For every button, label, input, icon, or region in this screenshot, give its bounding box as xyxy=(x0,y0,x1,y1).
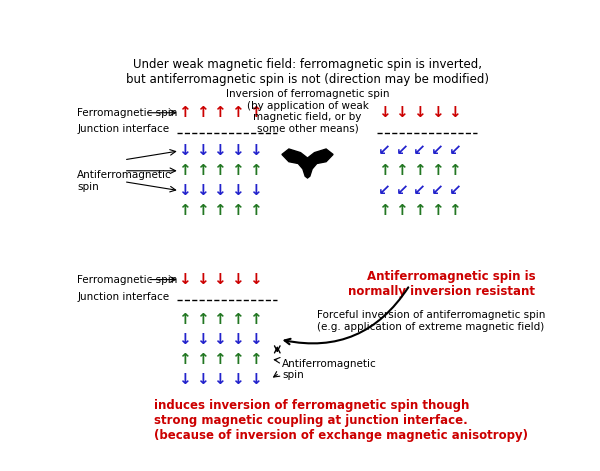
Text: ↙: ↙ xyxy=(413,143,426,158)
Text: ↓: ↓ xyxy=(178,183,191,198)
Text: Antiferromagnetic
spin: Antiferromagnetic spin xyxy=(282,358,377,380)
Text: ↑: ↑ xyxy=(431,203,443,218)
Text: ↓: ↓ xyxy=(196,332,208,347)
Text: ↙: ↙ xyxy=(378,183,391,198)
Text: ↑: ↑ xyxy=(231,203,244,218)
Text: ↓: ↓ xyxy=(178,372,191,387)
Text: ↓: ↓ xyxy=(378,105,391,120)
Text: ↑: ↑ xyxy=(248,203,262,218)
Text: ↑: ↑ xyxy=(213,352,226,367)
Text: ↑: ↑ xyxy=(213,203,226,218)
Text: ↓: ↓ xyxy=(231,332,244,347)
Text: ↑: ↑ xyxy=(196,203,208,218)
Text: ↓: ↓ xyxy=(178,272,191,287)
Text: ↑: ↑ xyxy=(178,105,191,120)
Text: ↓: ↓ xyxy=(196,183,208,198)
Text: ↑: ↑ xyxy=(248,163,262,178)
Text: ↑: ↑ xyxy=(178,203,191,218)
Text: ↑: ↑ xyxy=(248,312,262,327)
Text: ↑: ↑ xyxy=(231,163,244,178)
Text: ↑: ↑ xyxy=(213,163,226,178)
Text: ↑: ↑ xyxy=(196,163,208,178)
Text: ↓: ↓ xyxy=(248,143,262,158)
Text: ↑: ↑ xyxy=(449,163,461,178)
Text: ↑: ↑ xyxy=(378,203,391,218)
Text: ↓: ↓ xyxy=(248,272,262,287)
Text: Junction interface: Junction interface xyxy=(77,292,169,301)
Text: ↓: ↓ xyxy=(248,332,262,347)
Text: ↙: ↙ xyxy=(449,143,461,158)
Text: ↓: ↓ xyxy=(213,143,226,158)
Text: ↑: ↑ xyxy=(431,163,443,178)
Text: ↙: ↙ xyxy=(395,183,408,198)
Text: ↑: ↑ xyxy=(213,312,226,327)
Text: ↙: ↙ xyxy=(395,143,408,158)
Text: ↙: ↙ xyxy=(413,183,426,198)
Text: ↙: ↙ xyxy=(431,143,443,158)
Text: ↓: ↓ xyxy=(213,332,226,347)
Text: ↓: ↓ xyxy=(395,105,408,120)
Text: Junction interface: Junction interface xyxy=(77,124,169,134)
Text: Under weak magnetic field: ferromagnetic spin is inverted,
but antiferromagnetic: Under weak magnetic field: ferromagnetic… xyxy=(126,58,489,86)
Text: ↑: ↑ xyxy=(178,163,191,178)
Text: Ferromagnetic spin: Ferromagnetic spin xyxy=(77,275,178,284)
Text: ↑: ↑ xyxy=(395,203,408,218)
Text: ↑: ↑ xyxy=(413,163,426,178)
Text: ↑: ↑ xyxy=(196,312,208,327)
Text: ↑: ↑ xyxy=(231,105,244,120)
Text: ↓: ↓ xyxy=(449,105,461,120)
Text: ↓: ↓ xyxy=(196,372,208,387)
Text: ↑: ↑ xyxy=(413,203,426,218)
Text: ↑: ↑ xyxy=(213,105,226,120)
Text: ↓: ↓ xyxy=(178,332,191,347)
Text: ↓: ↓ xyxy=(231,272,244,287)
Text: Antiferromagnetic spin is
normally inversion resistant: Antiferromagnetic spin is normally inver… xyxy=(349,270,535,299)
Text: ↓: ↓ xyxy=(196,272,208,287)
Text: ↑: ↑ xyxy=(378,163,391,178)
Text: ↑: ↑ xyxy=(231,312,244,327)
Text: induces inversion of ferromagnetic spin though
strong magnetic coupling at junct: induces inversion of ferromagnetic spin … xyxy=(154,399,528,442)
Text: Antiferromagnetic
spin: Antiferromagnetic spin xyxy=(77,170,172,192)
Text: ↓: ↓ xyxy=(178,143,191,158)
Text: ↑: ↑ xyxy=(395,163,408,178)
Text: ↓: ↓ xyxy=(413,105,426,120)
Text: ↓: ↓ xyxy=(196,143,208,158)
Text: ↙: ↙ xyxy=(449,183,461,198)
Text: Inversion of ferromagnetic spin
(by application of weak
magnetic field, or by
so: Inversion of ferromagnetic spin (by appl… xyxy=(226,89,389,134)
Text: ↙: ↙ xyxy=(431,183,443,198)
Polygon shape xyxy=(282,149,333,178)
Text: ↓: ↓ xyxy=(231,372,244,387)
Text: Forceful inversion of antiferromagnetic spin
(e.g. application of extreme magnet: Forceful inversion of antiferromagnetic … xyxy=(317,310,545,332)
Text: ↓: ↓ xyxy=(213,272,226,287)
Text: ↓: ↓ xyxy=(248,183,262,198)
Text: ↑: ↑ xyxy=(196,105,208,120)
Text: ↑: ↑ xyxy=(231,352,244,367)
Text: ↓: ↓ xyxy=(213,372,226,387)
Text: ↓: ↓ xyxy=(231,183,244,198)
Text: ↑: ↑ xyxy=(178,352,191,367)
Text: ↙: ↙ xyxy=(378,143,391,158)
Text: ↑: ↑ xyxy=(196,352,208,367)
Text: ↓: ↓ xyxy=(231,143,244,158)
Text: Ferromagnetic spin: Ferromagnetic spin xyxy=(77,108,178,118)
Text: ↓: ↓ xyxy=(248,372,262,387)
Text: ↑: ↑ xyxy=(178,312,191,327)
Text: ↑: ↑ xyxy=(449,203,461,218)
Text: ↓: ↓ xyxy=(213,183,226,198)
Text: ↑: ↑ xyxy=(248,105,262,120)
Text: ↓: ↓ xyxy=(431,105,443,120)
Text: ↑: ↑ xyxy=(248,352,262,367)
